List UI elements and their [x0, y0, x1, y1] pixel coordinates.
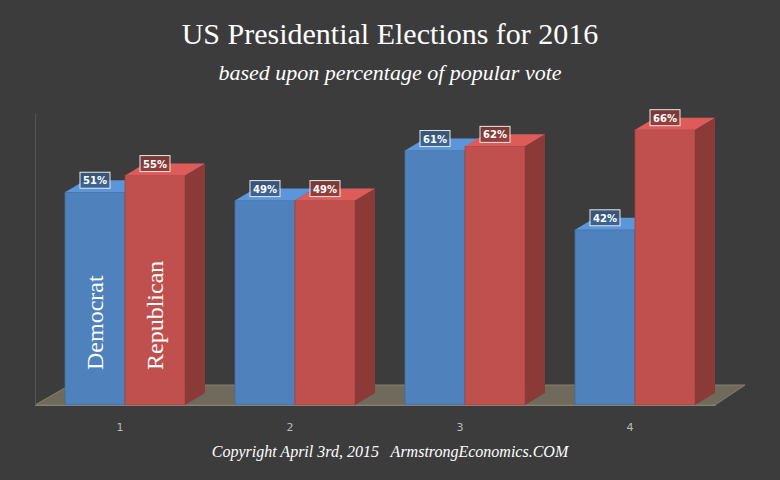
x-tick-label: 4: [627, 421, 634, 434]
data-label-box: 66%: [650, 110, 680, 126]
bar: [235, 201, 295, 405]
bar: [465, 146, 525, 405]
bar: [405, 151, 465, 405]
x-tick-label: 3: [457, 421, 464, 434]
data-label: 49%: [253, 184, 277, 195]
bar-group: [295, 189, 375, 405]
data-label-bg: [140, 156, 170, 172]
chart: US Presidential Elections for 2016 based …: [0, 0, 780, 480]
bar-side: [185, 164, 205, 405]
series-name: Republican: [142, 261, 168, 370]
data-label-bg: [250, 181, 280, 197]
data-label-bg: [310, 181, 340, 197]
data-label-bg: [80, 172, 110, 188]
bar-side: [355, 189, 375, 405]
data-labels: 51% 49% 61% 42% 55% 49% 62% 66%: [80, 110, 680, 226]
x-tick: 1: [117, 405, 124, 434]
subtitle: based upon percentage of popular vote: [218, 60, 561, 85]
data-label: 42%: [593, 213, 617, 224]
bar: [635, 130, 695, 405]
x-tick: 2: [287, 405, 294, 434]
y-axis-line: [35, 114, 36, 406]
x-tick-label: 2: [287, 421, 294, 434]
data-label: 55%: [143, 159, 167, 170]
data-label: 51%: [83, 175, 107, 186]
x-tick: 3: [457, 405, 464, 434]
background: [0, 0, 780, 480]
x-tick-label: 1: [117, 421, 124, 434]
data-label-bg: [480, 126, 510, 142]
title: US Presidential Elections for 2016: [182, 17, 599, 50]
data-label: 61%: [423, 134, 447, 145]
bar: [295, 201, 355, 405]
data-label-box: 62%: [480, 126, 510, 142]
bar-side: [525, 134, 545, 405]
annotation: Copyright April 3rd, 2015 ArmstrongEcono…: [212, 443, 570, 461]
series-name: Democrat: [82, 275, 108, 370]
plot-area: [65, 118, 715, 405]
bar: [575, 230, 635, 405]
data-label-box: 49%: [250, 181, 280, 197]
bar: [65, 192, 125, 405]
data-label-bg: [590, 210, 620, 226]
data-label: 66%: [653, 113, 677, 124]
x-tick: 4: [627, 405, 634, 434]
data-label: 49%: [313, 184, 337, 195]
bar-group: [635, 118, 715, 405]
data-label-box: 51%: [80, 172, 110, 188]
data-label-bg: [650, 110, 680, 126]
data-label-box: 61%: [420, 131, 450, 147]
data-label-box: 42%: [590, 210, 620, 226]
data-label-box: 55%: [140, 156, 170, 172]
x-axis: 1 2 3 4: [36, 405, 716, 434]
x-axis-line: [36, 405, 716, 406]
bar-group: [465, 134, 545, 405]
bar: [125, 176, 185, 405]
data-label-box: 49%: [310, 181, 340, 197]
bar-group: [125, 164, 205, 405]
bar-side: [695, 118, 715, 405]
data-label: 62%: [483, 129, 507, 140]
y-axis: [35, 114, 36, 406]
data-label-bg: [420, 131, 450, 147]
